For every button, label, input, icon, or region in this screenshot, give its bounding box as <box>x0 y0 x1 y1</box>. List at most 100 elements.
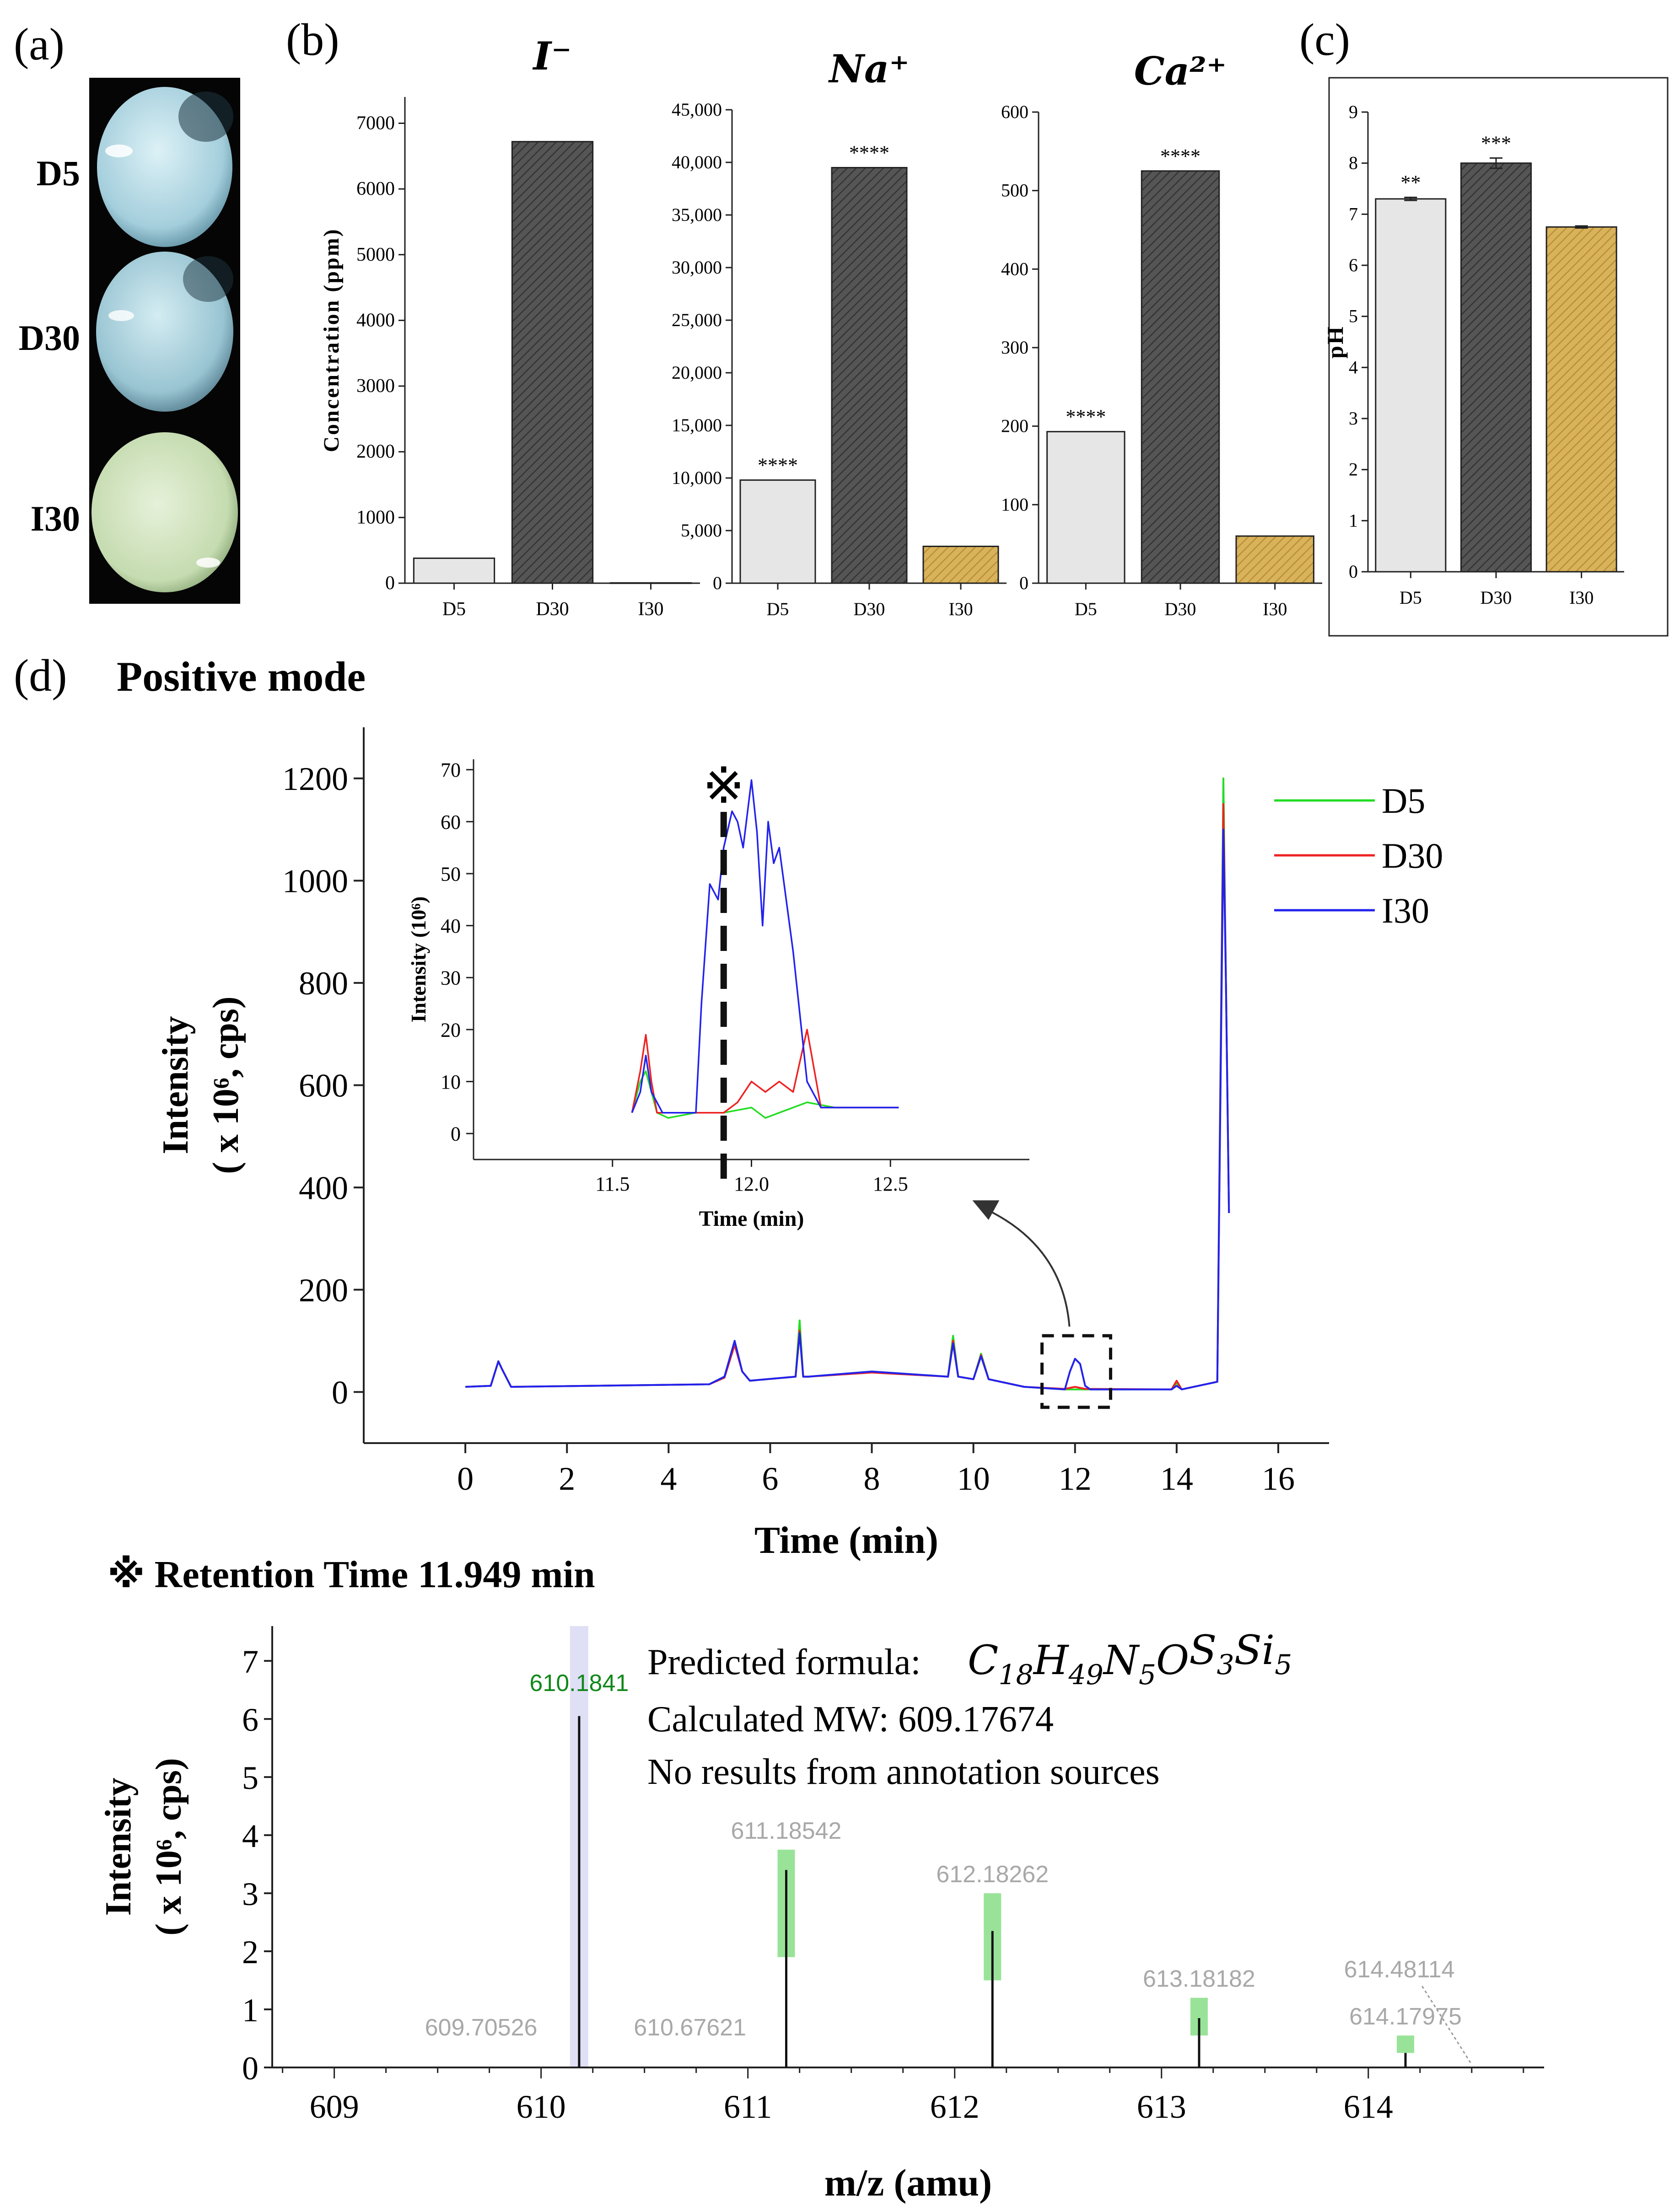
y-tick-label: 3 <box>242 1876 258 1912</box>
x-tick-label: D5 <box>442 599 466 620</box>
y-tick-label: 1200 <box>282 761 348 797</box>
y-tick-label: 0 <box>242 2050 258 2087</box>
x-tick-label: 612 <box>930 2089 980 2125</box>
y-tick-label: 4000 <box>356 310 395 331</box>
y-tick-label: 40,000 <box>672 152 722 172</box>
bar-d5 <box>413 557 495 584</box>
x-tick-label: I30 <box>638 599 664 620</box>
chart-mass-spectrum: ※ Retention Time 11.949 min 0 1 2 3 4 5 6 7 609 61… <box>98 1553 1544 2204</box>
chart-title: Ca²⁺ <box>1134 48 1227 94</box>
y-tick-label: 500 <box>1001 180 1028 201</box>
y-tick-label: 300 <box>1001 337 1028 358</box>
y-tick-label: 20,000 <box>672 362 722 383</box>
x-tick-label: D30 <box>1481 587 1512 608</box>
y-tick-label: 8 <box>1349 153 1358 173</box>
x-tick-label: 12.0 <box>734 1173 769 1195</box>
minor-peak-label: 614.48114 <box>1344 1956 1455 1983</box>
zoom-arrow <box>982 1207 1071 1327</box>
y-tick-label: 7000 <box>356 113 395 134</box>
y-tick-label: 5000 <box>356 244 395 265</box>
panel-c-frame <box>1328 77 1669 637</box>
x-tick-label: 4 <box>660 1460 677 1497</box>
formula-subscript: 5 <box>1139 1659 1156 1691</box>
y-tick-label: 600 <box>1001 102 1028 122</box>
y-tick-label: 10 <box>441 1071 461 1093</box>
y-axis-label: ( x 10⁶, cps) <box>149 1758 189 1935</box>
x-tick-label: I30 <box>948 599 973 619</box>
chart-chromatogram-inset: 0 10 20 30 40 50 60 70 11.5 12.0 12.5 Time (min) Int… <box>407 756 1029 1231</box>
y-tick-label: 50 <box>441 863 461 885</box>
x-tick-label: 2 <box>559 1460 575 1497</box>
panel-label-a: (a) <box>14 19 65 70</box>
significance-marker: ** <box>1400 171 1421 193</box>
formula-element: N <box>1103 1637 1140 1684</box>
bar-d5 <box>1046 431 1125 584</box>
y-tick-label: 6000 <box>356 178 395 199</box>
x-tick-label: 6 <box>762 1460 778 1497</box>
highlight-reflection <box>105 145 133 157</box>
x-tick-label: 613 <box>1137 2089 1186 2125</box>
x-tick-label: 12.5 <box>873 1173 908 1195</box>
bar-i30 <box>922 546 999 584</box>
y-tick-label: 9 <box>1349 102 1358 122</box>
y-tick-label: 30,000 <box>672 257 722 278</box>
y-tick-label: 7 <box>1349 204 1358 224</box>
chart-ph-bar: 0 1 2 3 4 5 6 7 8 9 ** D5 *** D30 I30 pH <box>1322 102 1624 608</box>
x-axis-label: m/z (amu) <box>824 2162 992 2204</box>
y-tick-label: 45,000 <box>672 99 722 120</box>
y-tick-label: 400 <box>299 1170 348 1206</box>
x-tick-label: D30 <box>536 599 569 620</box>
y-tick-label: 4 <box>242 1818 258 1854</box>
significance-marker: **** <box>1066 406 1106 428</box>
x-tick-label: I30 <box>1569 587 1594 608</box>
x-axis-label: Time (min) <box>699 1207 804 1231</box>
peak-label: 614.17975 <box>1349 2003 1462 2030</box>
y-tick-label: 1 <box>242 1992 258 2029</box>
highlight-reflection <box>108 310 134 321</box>
chart-title: I⁻ <box>533 33 572 79</box>
y-tick-label: 0 <box>332 1374 348 1411</box>
y-tick-label: 5 <box>242 1760 258 1796</box>
minor-peak-label: 610.67621 <box>634 2014 746 2041</box>
formula-subscript: 49 <box>1068 1659 1103 1691</box>
series-line-i30 <box>631 779 899 1114</box>
sample-drop-d30-shadow <box>183 256 233 302</box>
x-tick-label: I30 <box>1263 599 1287 619</box>
panel-a-photo: D5 D30 I30 <box>19 78 240 604</box>
x-tick-label: D5 <box>1400 587 1422 608</box>
panel-label-b: (b) <box>286 14 339 65</box>
y-tick-label: 70 <box>441 759 461 781</box>
y-tick-label: 1000 <box>356 507 395 528</box>
y-tick-label: 2000 <box>356 441 395 462</box>
zoom-arrowhead <box>972 1200 1000 1220</box>
spectrum-header: ※ Retention Time 11.949 min <box>108 1553 595 1596</box>
bar-i30 <box>1545 226 1617 573</box>
x-tick-label: 611 <box>724 2089 772 2125</box>
bar-d5 <box>739 479 816 584</box>
y-tick-label: 2 <box>242 1934 258 1970</box>
chart-calcium-bar: 0 100 200 300 400 500 600 **** D5 **** D30 I30 Ca²⁺ <box>1001 48 1322 619</box>
formula-element: Si <box>1234 1627 1275 1674</box>
formula-subscript: 18 <box>998 1659 1033 1691</box>
bar-i30 <box>1235 535 1314 584</box>
sample-label-i30: I30 <box>31 499 80 538</box>
x-tick-label: 16 <box>1262 1460 1295 1497</box>
sample-drop-i30 <box>92 432 238 592</box>
y-tick-label: 15,000 <box>672 415 722 435</box>
bar-d30 <box>1141 170 1220 584</box>
peak-label: 610.1841 <box>529 1670 629 1697</box>
formula-element: C <box>968 1637 998 1684</box>
y-tick-label: 0 <box>1019 573 1028 593</box>
y-tick-label: 0 <box>713 573 722 593</box>
calculated-mw: Calculated MW: 609.17674 <box>647 1699 1054 1740</box>
peak-label: 611.18542 <box>731 1818 842 1844</box>
formula-element: S <box>1189 1627 1217 1674</box>
y-tick-label: 0 <box>385 573 395 594</box>
chart-title: Positive mode <box>117 653 366 700</box>
y-tick-label: 600 <box>299 1068 348 1104</box>
y-axis-label: pH <box>1322 325 1348 359</box>
formula-subscript: 5 <box>1275 1649 1292 1681</box>
x-tick-label: 609 <box>310 2089 359 2125</box>
